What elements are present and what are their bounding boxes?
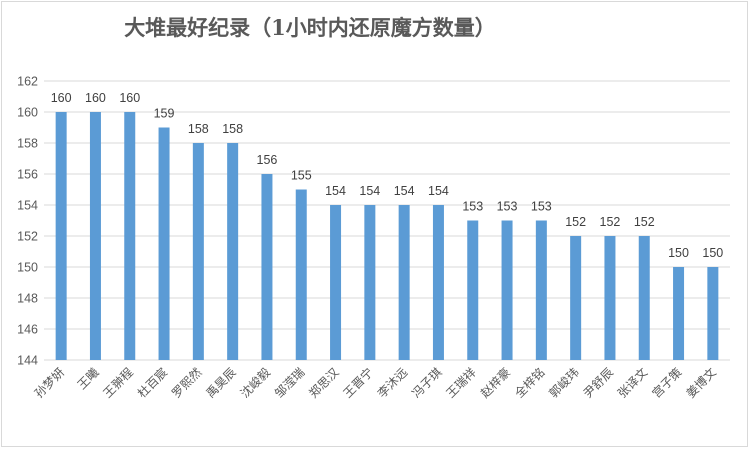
- data-label: 155: [291, 169, 312, 183]
- category-label: 邹滢瑞: [272, 365, 307, 400]
- category-label: 李沐远: [374, 365, 410, 401]
- bar: [89, 112, 101, 360]
- y-tick-label: 154: [17, 199, 38, 213]
- data-label: 160: [85, 91, 106, 105]
- category-label: 沈峻毅: [237, 365, 273, 401]
- y-tick-label: 158: [17, 137, 38, 151]
- y-tick-label: 152: [17, 230, 38, 244]
- data-label: 158: [222, 122, 243, 136]
- chart-title: 大堆最好纪录（1小时内还原魔方数量）: [124, 15, 496, 40]
- y-tick-label: 146: [17, 323, 38, 337]
- category-label: 郑思汉: [306, 365, 342, 401]
- y-tick-label: 144: [17, 354, 38, 368]
- data-label: 152: [600, 215, 621, 229]
- bar: [192, 143, 204, 360]
- data-label: 150: [668, 246, 689, 260]
- category-label: 张译文: [614, 365, 650, 401]
- bar: [124, 112, 136, 360]
- bar: [604, 236, 616, 360]
- data-label: 154: [325, 184, 346, 198]
- category-label: 罗熙然: [168, 365, 204, 401]
- data-label: 154: [428, 184, 449, 198]
- data-label: 150: [702, 246, 723, 260]
- bar: [398, 205, 410, 360]
- category-label: 王瑞祥: [444, 365, 479, 400]
- bar: [158, 127, 170, 360]
- data-label: 160: [119, 91, 140, 105]
- data-label: 156: [257, 153, 278, 167]
- category-label: 姜博文: [683, 365, 719, 401]
- bar: [261, 174, 273, 360]
- bar: [467, 220, 479, 360]
- data-label: 154: [359, 184, 380, 198]
- data-label: 153: [531, 200, 552, 214]
- bar: [55, 112, 67, 360]
- bar: [638, 236, 650, 360]
- bar: [707, 267, 719, 360]
- category-label: 宫子策: [649, 365, 685, 401]
- data-label: 159: [154, 107, 175, 121]
- bar: [673, 267, 685, 360]
- category-label: 王翀程: [100, 365, 136, 401]
- data-label: 153: [497, 200, 518, 214]
- bar: [364, 205, 376, 360]
- bar: [432, 205, 444, 360]
- bar: [570, 236, 582, 360]
- data-label: 152: [634, 215, 655, 229]
- category-label: 孙梦妍: [32, 365, 67, 400]
- data-label: 152: [565, 215, 586, 229]
- category-label: 王晋宁: [340, 365, 376, 401]
- bar: [330, 205, 342, 360]
- data-label: 153: [462, 200, 483, 214]
- category-label: 杜百宸: [134, 365, 170, 401]
- category-label: 赵梓豪: [477, 365, 513, 401]
- bar: [535, 220, 547, 360]
- bar: [227, 143, 239, 360]
- y-tick-label: 156: [17, 168, 38, 182]
- y-tick-label: 148: [17, 292, 38, 306]
- bar: [295, 189, 307, 360]
- data-label: 154: [394, 184, 415, 198]
- data-label: 158: [188, 122, 209, 136]
- bar: [501, 220, 513, 360]
- category-label: 全梓铭: [511, 365, 547, 401]
- category-label: 郭峻玮: [546, 365, 582, 401]
- y-tick-label: 160: [17, 106, 38, 120]
- category-label: 冯子琪: [409, 365, 444, 400]
- data-label: 160: [51, 91, 72, 105]
- y-tick-label: 162: [17, 75, 38, 89]
- category-label: 王曦: [75, 365, 102, 392]
- y-tick-label: 150: [17, 261, 38, 275]
- category-label: 尹舒辰: [581, 365, 616, 400]
- category-label: 禹昊辰: [203, 365, 238, 400]
